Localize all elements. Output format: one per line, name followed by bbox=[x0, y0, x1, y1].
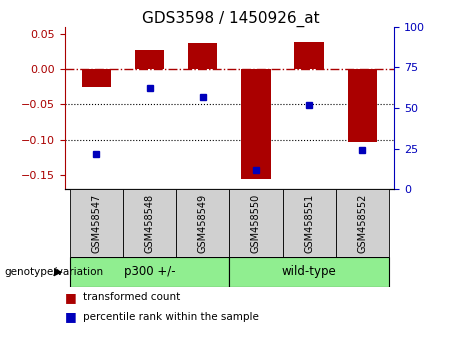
Text: GSM458547: GSM458547 bbox=[91, 193, 101, 253]
Text: wild-type: wild-type bbox=[282, 265, 337, 278]
Text: transformed count: transformed count bbox=[83, 292, 180, 302]
Bar bbox=[70, 257, 229, 287]
Bar bbox=[82, 69, 111, 87]
Text: GDS3598 / 1450926_at: GDS3598 / 1450926_at bbox=[142, 11, 319, 27]
Bar bbox=[230, 257, 389, 287]
Text: GSM458550: GSM458550 bbox=[251, 193, 261, 253]
Bar bbox=[123, 189, 176, 257]
Bar bbox=[336, 189, 389, 257]
Text: GSM458548: GSM458548 bbox=[145, 193, 154, 253]
Bar bbox=[348, 69, 377, 142]
Text: percentile rank within the sample: percentile rank within the sample bbox=[83, 312, 259, 322]
Text: ■: ■ bbox=[65, 291, 76, 304]
Bar bbox=[176, 189, 229, 257]
Text: GSM458551: GSM458551 bbox=[304, 193, 314, 253]
Text: p300 +/-: p300 +/- bbox=[124, 265, 176, 278]
Bar bbox=[230, 189, 283, 257]
Bar bbox=[135, 50, 164, 69]
Text: GSM458552: GSM458552 bbox=[357, 193, 367, 253]
Text: genotype/variation: genotype/variation bbox=[5, 267, 104, 277]
Bar bbox=[241, 69, 271, 179]
Bar bbox=[283, 189, 336, 257]
Text: GSM458549: GSM458549 bbox=[198, 193, 208, 253]
Text: ■: ■ bbox=[65, 310, 76, 323]
Text: ▶: ▶ bbox=[54, 267, 62, 277]
Bar bbox=[70, 189, 123, 257]
Bar bbox=[188, 43, 218, 69]
Bar bbox=[295, 42, 324, 69]
